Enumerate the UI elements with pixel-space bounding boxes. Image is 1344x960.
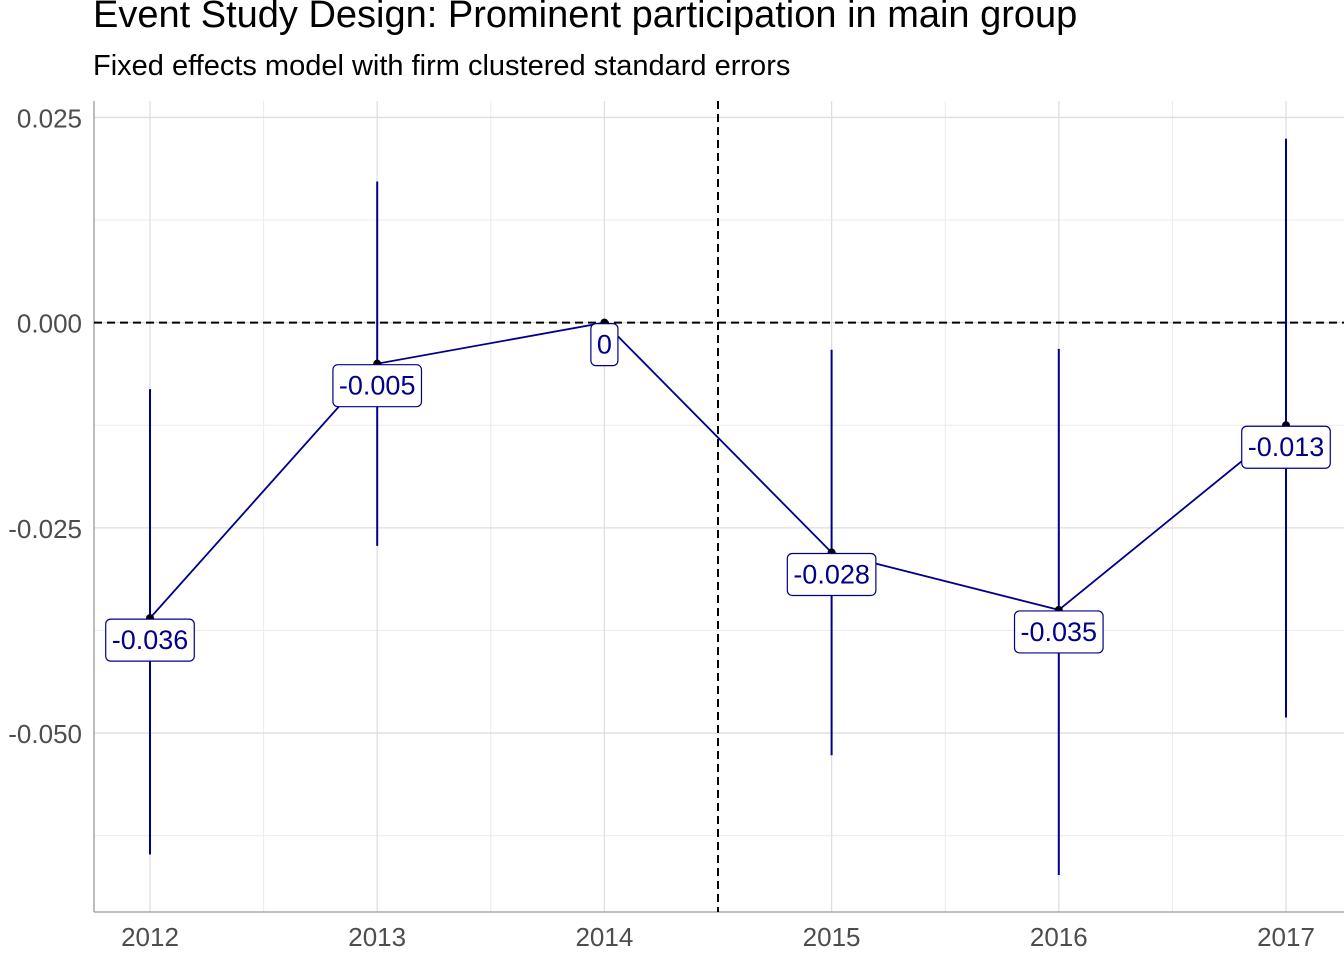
data-label-box (1241, 425, 1331, 469)
y-tick-label: 0.025 (17, 103, 82, 133)
data-label-2017: -0.013 (1241, 425, 1331, 469)
y-tick-label: 0.000 (17, 309, 82, 339)
data-label-box (786, 552, 877, 597)
x-tick-label: 2013 (348, 922, 406, 952)
data-label-text: -0.013 (1248, 432, 1325, 462)
data-label-text: -0.005 (339, 371, 416, 401)
data-label-box (105, 618, 195, 662)
x-tick-label: 2015 (803, 922, 861, 952)
x-tick-label: 2017 (1257, 922, 1315, 952)
data-label-box (1013, 610, 1104, 654)
data-label-text: 0 (597, 330, 612, 360)
x-tick-label: 2016 (1030, 922, 1088, 952)
y-tick-label: -0.025 (8, 514, 82, 544)
data-label-box (332, 364, 423, 408)
y-tick-label: -0.050 (8, 719, 82, 749)
x-tick-label: 2014 (575, 922, 633, 952)
data-label-text: -0.035 (1021, 617, 1098, 647)
data-label-text: -0.036 (112, 625, 189, 655)
data-label-2016: -0.035 (1013, 610, 1104, 654)
data-label-2015: -0.028 (786, 552, 877, 597)
x-tick-label: 2012 (121, 922, 179, 952)
chart-title: Event Study Design: Prominent participat… (93, 0, 1078, 36)
data-label-2012: -0.036 (105, 618, 195, 662)
data-label-text: -0.028 (793, 559, 870, 589)
chart-subtitle: Fixed effects model with firm clustered … (93, 50, 791, 82)
data-label-box (590, 323, 619, 367)
data-label-2014: 0 (590, 323, 619, 367)
data-label-2013: -0.005 (332, 364, 423, 408)
